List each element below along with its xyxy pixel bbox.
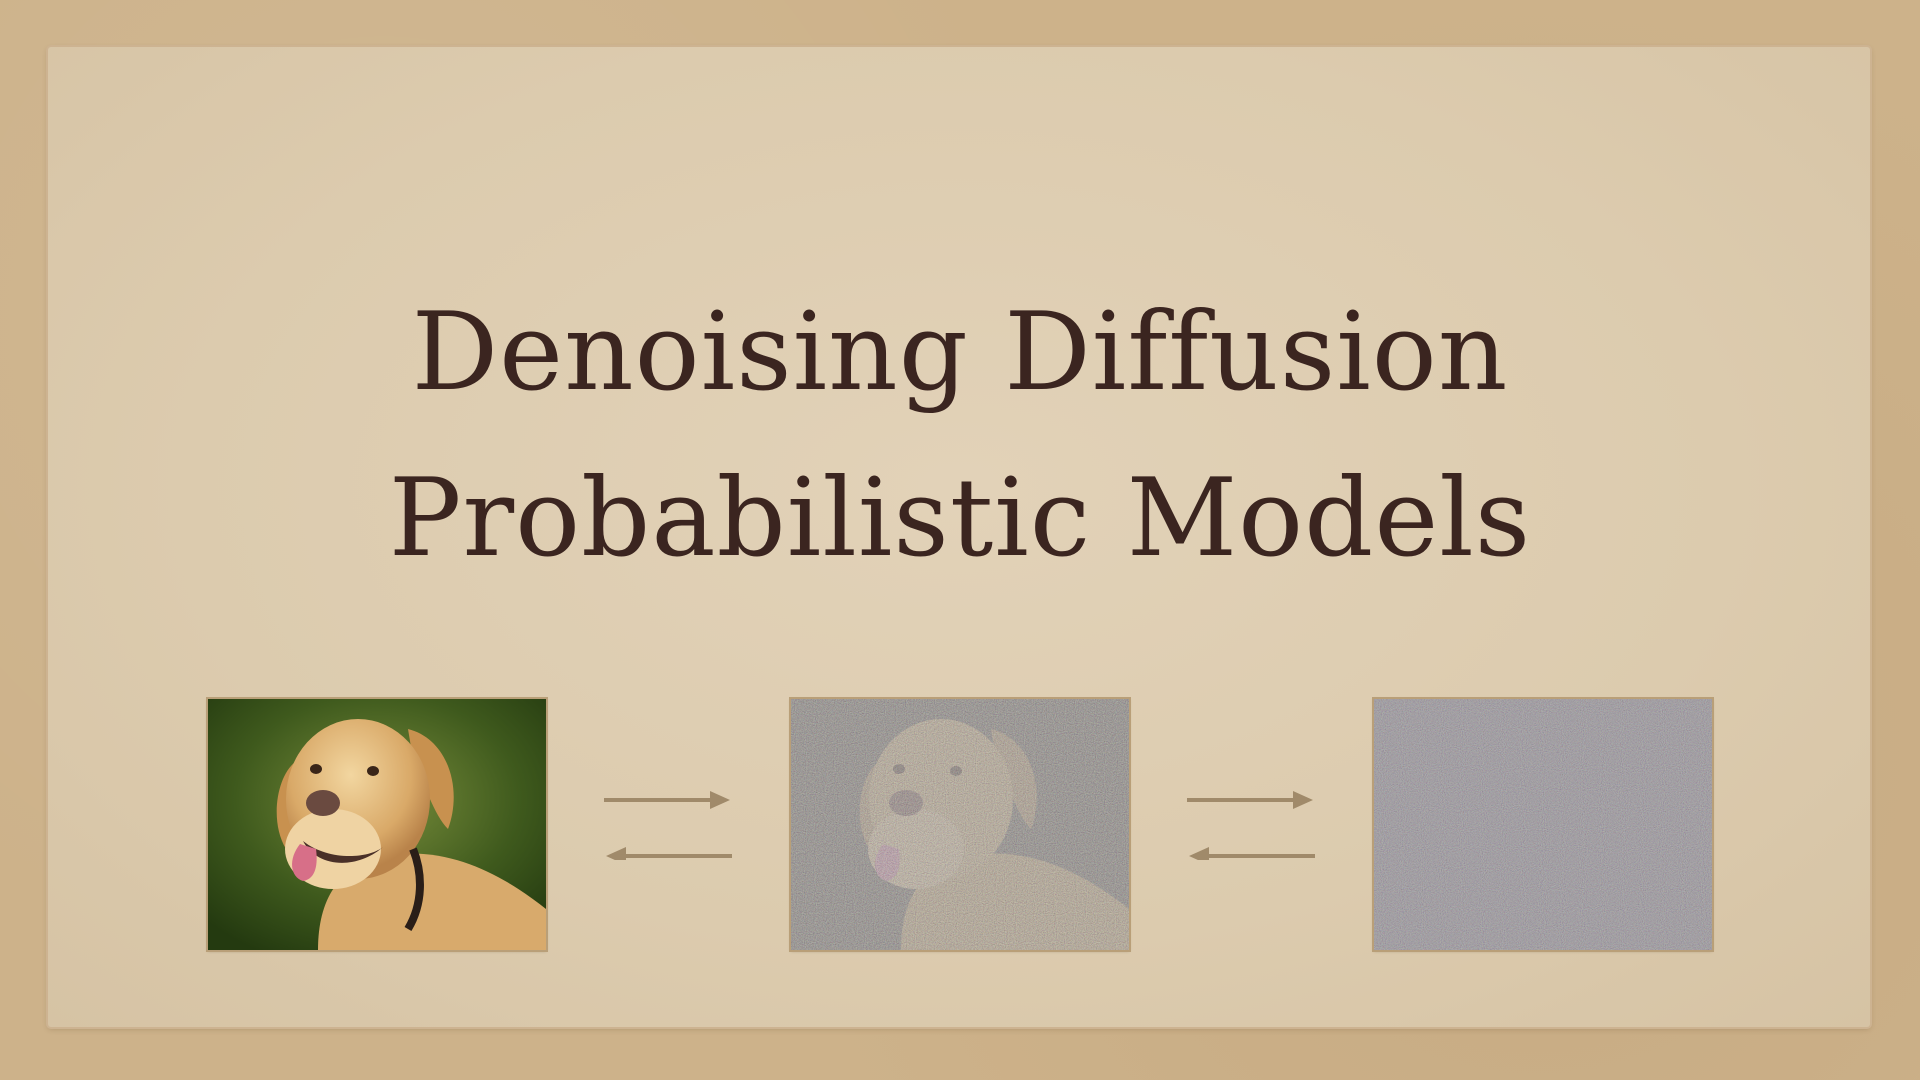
title-line-2: Probabilistic Models (388, 456, 1532, 581)
clean-dog-image (208, 699, 546, 950)
pure-noise-image (1374, 699, 1712, 950)
title-line-1: Denoising Diffusion (411, 290, 1509, 415)
bidirectional-arrows-icon (604, 791, 732, 860)
partially-noised-dog-image (791, 699, 1129, 950)
bidirectional-arrows-icon (1187, 791, 1315, 860)
slide-title: Denoising Diffusion Probabilistic Models (0, 270, 1920, 602)
